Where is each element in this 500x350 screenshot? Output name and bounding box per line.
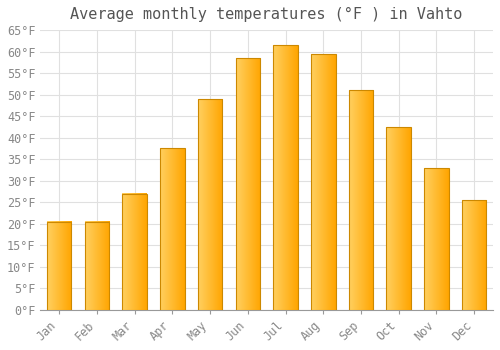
Bar (424, 168, 448, 310)
Bar (386, 127, 411, 310)
Bar (84, 222, 109, 310)
Bar (236, 58, 260, 310)
Bar (160, 148, 184, 310)
Title: Average monthly temperatures (°F ) in Vahto: Average monthly temperatures (°F ) in Va… (70, 7, 463, 22)
Bar (198, 99, 222, 310)
Bar (122, 194, 147, 310)
Bar (47, 222, 72, 310)
Bar (348, 90, 374, 310)
Bar (462, 200, 486, 310)
Bar (274, 45, 298, 310)
Bar (311, 54, 336, 310)
